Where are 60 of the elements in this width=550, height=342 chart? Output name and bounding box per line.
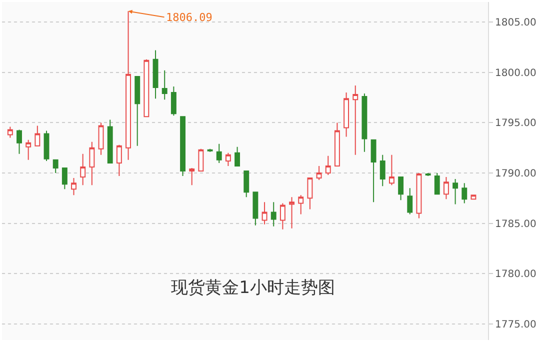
candlestick bbox=[116, 144, 122, 177]
candlestick bbox=[325, 155, 331, 176]
candlestick bbox=[107, 119, 113, 164]
candlestick bbox=[270, 202, 276, 227]
y-tick-label: 1780.00 bbox=[495, 269, 536, 280]
candlestick bbox=[380, 154, 386, 187]
candlestick bbox=[388, 154, 394, 186]
candlestick bbox=[34, 125, 40, 146]
annotation: 1806.09 bbox=[166, 11, 212, 24]
y-tick-label: 1775.00 bbox=[495, 319, 536, 330]
candlestick bbox=[44, 130, 50, 162]
candlestick bbox=[225, 152, 231, 166]
candlestick bbox=[162, 70, 168, 100]
candlestick bbox=[234, 146, 240, 166]
candlestick bbox=[52, 159, 58, 174]
candlestick bbox=[434, 172, 440, 195]
candlestick bbox=[98, 122, 104, 156]
candlestick bbox=[71, 178, 76, 196]
candlestick bbox=[180, 116, 186, 177]
candlestick bbox=[298, 194, 304, 215]
y-tick-label: 1800.00 bbox=[495, 68, 536, 79]
y-tick-label: 1785.00 bbox=[495, 218, 536, 230]
candlestick bbox=[189, 167, 195, 186]
candlestick bbox=[152, 50, 158, 100]
candlestick bbox=[16, 129, 22, 154]
candlestick bbox=[89, 141, 95, 186]
candlestick bbox=[407, 188, 413, 215]
candlestick bbox=[425, 172, 431, 177]
candlestick bbox=[352, 84, 358, 156]
candlestick bbox=[452, 178, 458, 205]
candlestick bbox=[307, 178, 313, 210]
y-tick-label: 1790.00 bbox=[495, 168, 536, 180]
candlestick bbox=[198, 148, 204, 172]
candlestick bbox=[362, 93, 368, 152]
y-tick-label: 1805.00 bbox=[495, 18, 536, 29]
candlestick bbox=[134, 76, 140, 146]
candlestick bbox=[443, 176, 449, 200]
candlestick bbox=[170, 86, 176, 116]
candlestick bbox=[289, 196, 295, 229]
candlestick bbox=[262, 202, 268, 225]
candlestick bbox=[207, 148, 213, 152]
candlestick bbox=[216, 143, 222, 164]
candlestick bbox=[26, 139, 32, 160]
candlestick bbox=[244, 170, 250, 198]
candlestick bbox=[462, 182, 468, 204]
candlestick bbox=[334, 122, 340, 166]
candlestick bbox=[470, 194, 476, 200]
candlestick bbox=[280, 202, 286, 230]
candlestick bbox=[7, 126, 13, 138]
candlestick bbox=[316, 165, 322, 181]
candlestick bbox=[344, 92, 350, 138]
y-tick-label: 1795.00 bbox=[495, 118, 536, 130]
candlestick bbox=[144, 58, 150, 118]
candlestick bbox=[62, 167, 68, 190]
candlestick bbox=[416, 172, 422, 219]
candlestick bbox=[370, 139, 376, 203]
candlestick bbox=[398, 176, 404, 201]
candlestick bbox=[80, 153, 86, 186]
text: 现货黄金1小时走势图 bbox=[171, 278, 335, 298]
candlestick bbox=[252, 192, 258, 226]
